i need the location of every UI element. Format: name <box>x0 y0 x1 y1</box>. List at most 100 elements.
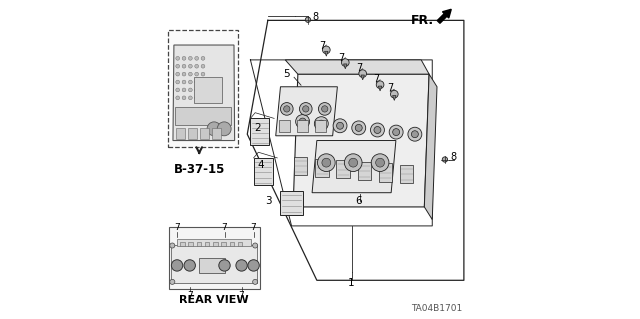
Text: 1: 1 <box>348 278 355 288</box>
Circle shape <box>170 279 175 285</box>
Polygon shape <box>276 87 337 136</box>
Circle shape <box>195 56 198 60</box>
Bar <box>294 157 307 175</box>
Circle shape <box>195 80 198 84</box>
Circle shape <box>389 125 403 139</box>
Circle shape <box>188 80 192 84</box>
Polygon shape <box>293 74 429 207</box>
Circle shape <box>182 56 186 60</box>
Bar <box>205 242 209 247</box>
Bar <box>213 242 218 247</box>
Text: REAR VIEW: REAR VIEW <box>179 295 249 306</box>
Circle shape <box>188 88 192 92</box>
Bar <box>297 120 308 132</box>
Circle shape <box>393 129 399 136</box>
Circle shape <box>314 117 328 130</box>
Circle shape <box>337 122 344 129</box>
Circle shape <box>300 103 312 115</box>
Circle shape <box>342 59 349 66</box>
Circle shape <box>412 131 419 138</box>
Bar <box>230 242 234 247</box>
Text: B-37-15: B-37-15 <box>173 163 225 176</box>
Bar <box>379 163 392 182</box>
Circle shape <box>188 72 192 76</box>
Circle shape <box>201 72 205 76</box>
Circle shape <box>333 119 347 133</box>
Circle shape <box>299 118 306 125</box>
Circle shape <box>195 72 198 76</box>
Circle shape <box>182 64 186 68</box>
Circle shape <box>280 103 293 115</box>
Bar <box>337 160 349 178</box>
Circle shape <box>188 56 192 60</box>
Circle shape <box>176 88 180 92</box>
Text: 7: 7 <box>221 223 227 232</box>
Bar <box>212 128 221 139</box>
Polygon shape <box>392 96 396 100</box>
Text: FR.: FR. <box>411 14 434 27</box>
Bar <box>253 158 273 185</box>
Circle shape <box>253 243 258 248</box>
Circle shape <box>317 154 335 172</box>
Text: TA04B1701: TA04B1701 <box>412 304 463 313</box>
Bar <box>250 118 269 145</box>
Circle shape <box>408 127 422 141</box>
Bar <box>400 165 413 183</box>
Circle shape <box>253 279 258 285</box>
Text: 5: 5 <box>284 69 290 79</box>
Bar <box>358 162 371 180</box>
Circle shape <box>170 243 175 248</box>
Polygon shape <box>361 75 364 80</box>
Polygon shape <box>285 60 429 74</box>
Text: 8: 8 <box>312 11 318 22</box>
Circle shape <box>176 56 180 60</box>
Bar <box>176 128 185 139</box>
Circle shape <box>176 80 180 84</box>
Bar <box>199 257 225 273</box>
Polygon shape <box>424 74 437 219</box>
Circle shape <box>319 103 331 115</box>
Circle shape <box>296 115 310 129</box>
Circle shape <box>195 88 198 92</box>
Circle shape <box>201 80 205 84</box>
Text: 3: 3 <box>266 196 272 206</box>
Circle shape <box>172 260 183 271</box>
Circle shape <box>374 127 381 133</box>
Circle shape <box>201 56 205 60</box>
Circle shape <box>355 124 362 131</box>
Text: 7: 7 <box>239 291 244 300</box>
Bar <box>177 239 252 247</box>
Circle shape <box>184 260 195 271</box>
Circle shape <box>236 260 247 271</box>
Bar <box>168 30 238 147</box>
Circle shape <box>352 121 365 135</box>
Bar <box>200 128 209 139</box>
Text: 7: 7 <box>319 41 326 51</box>
Circle shape <box>349 158 358 167</box>
Bar <box>175 107 230 125</box>
Circle shape <box>188 96 192 100</box>
Text: 4: 4 <box>257 160 264 170</box>
Bar <box>316 120 326 132</box>
Circle shape <box>371 154 389 172</box>
Bar <box>278 120 290 132</box>
Circle shape <box>248 260 259 271</box>
Circle shape <box>305 17 310 22</box>
Circle shape <box>182 88 186 92</box>
Circle shape <box>219 260 230 271</box>
Text: 7: 7 <box>251 223 257 232</box>
Text: 7: 7 <box>187 291 193 300</box>
Circle shape <box>323 46 330 54</box>
Circle shape <box>390 90 398 98</box>
Circle shape <box>217 122 231 136</box>
Circle shape <box>182 96 186 100</box>
Circle shape <box>176 96 180 100</box>
Text: 7: 7 <box>356 63 362 73</box>
Circle shape <box>201 96 205 100</box>
Circle shape <box>376 158 385 167</box>
Circle shape <box>182 80 186 84</box>
Text: 7: 7 <box>339 53 344 63</box>
Circle shape <box>201 64 205 68</box>
Circle shape <box>207 122 221 136</box>
Bar <box>188 128 197 139</box>
